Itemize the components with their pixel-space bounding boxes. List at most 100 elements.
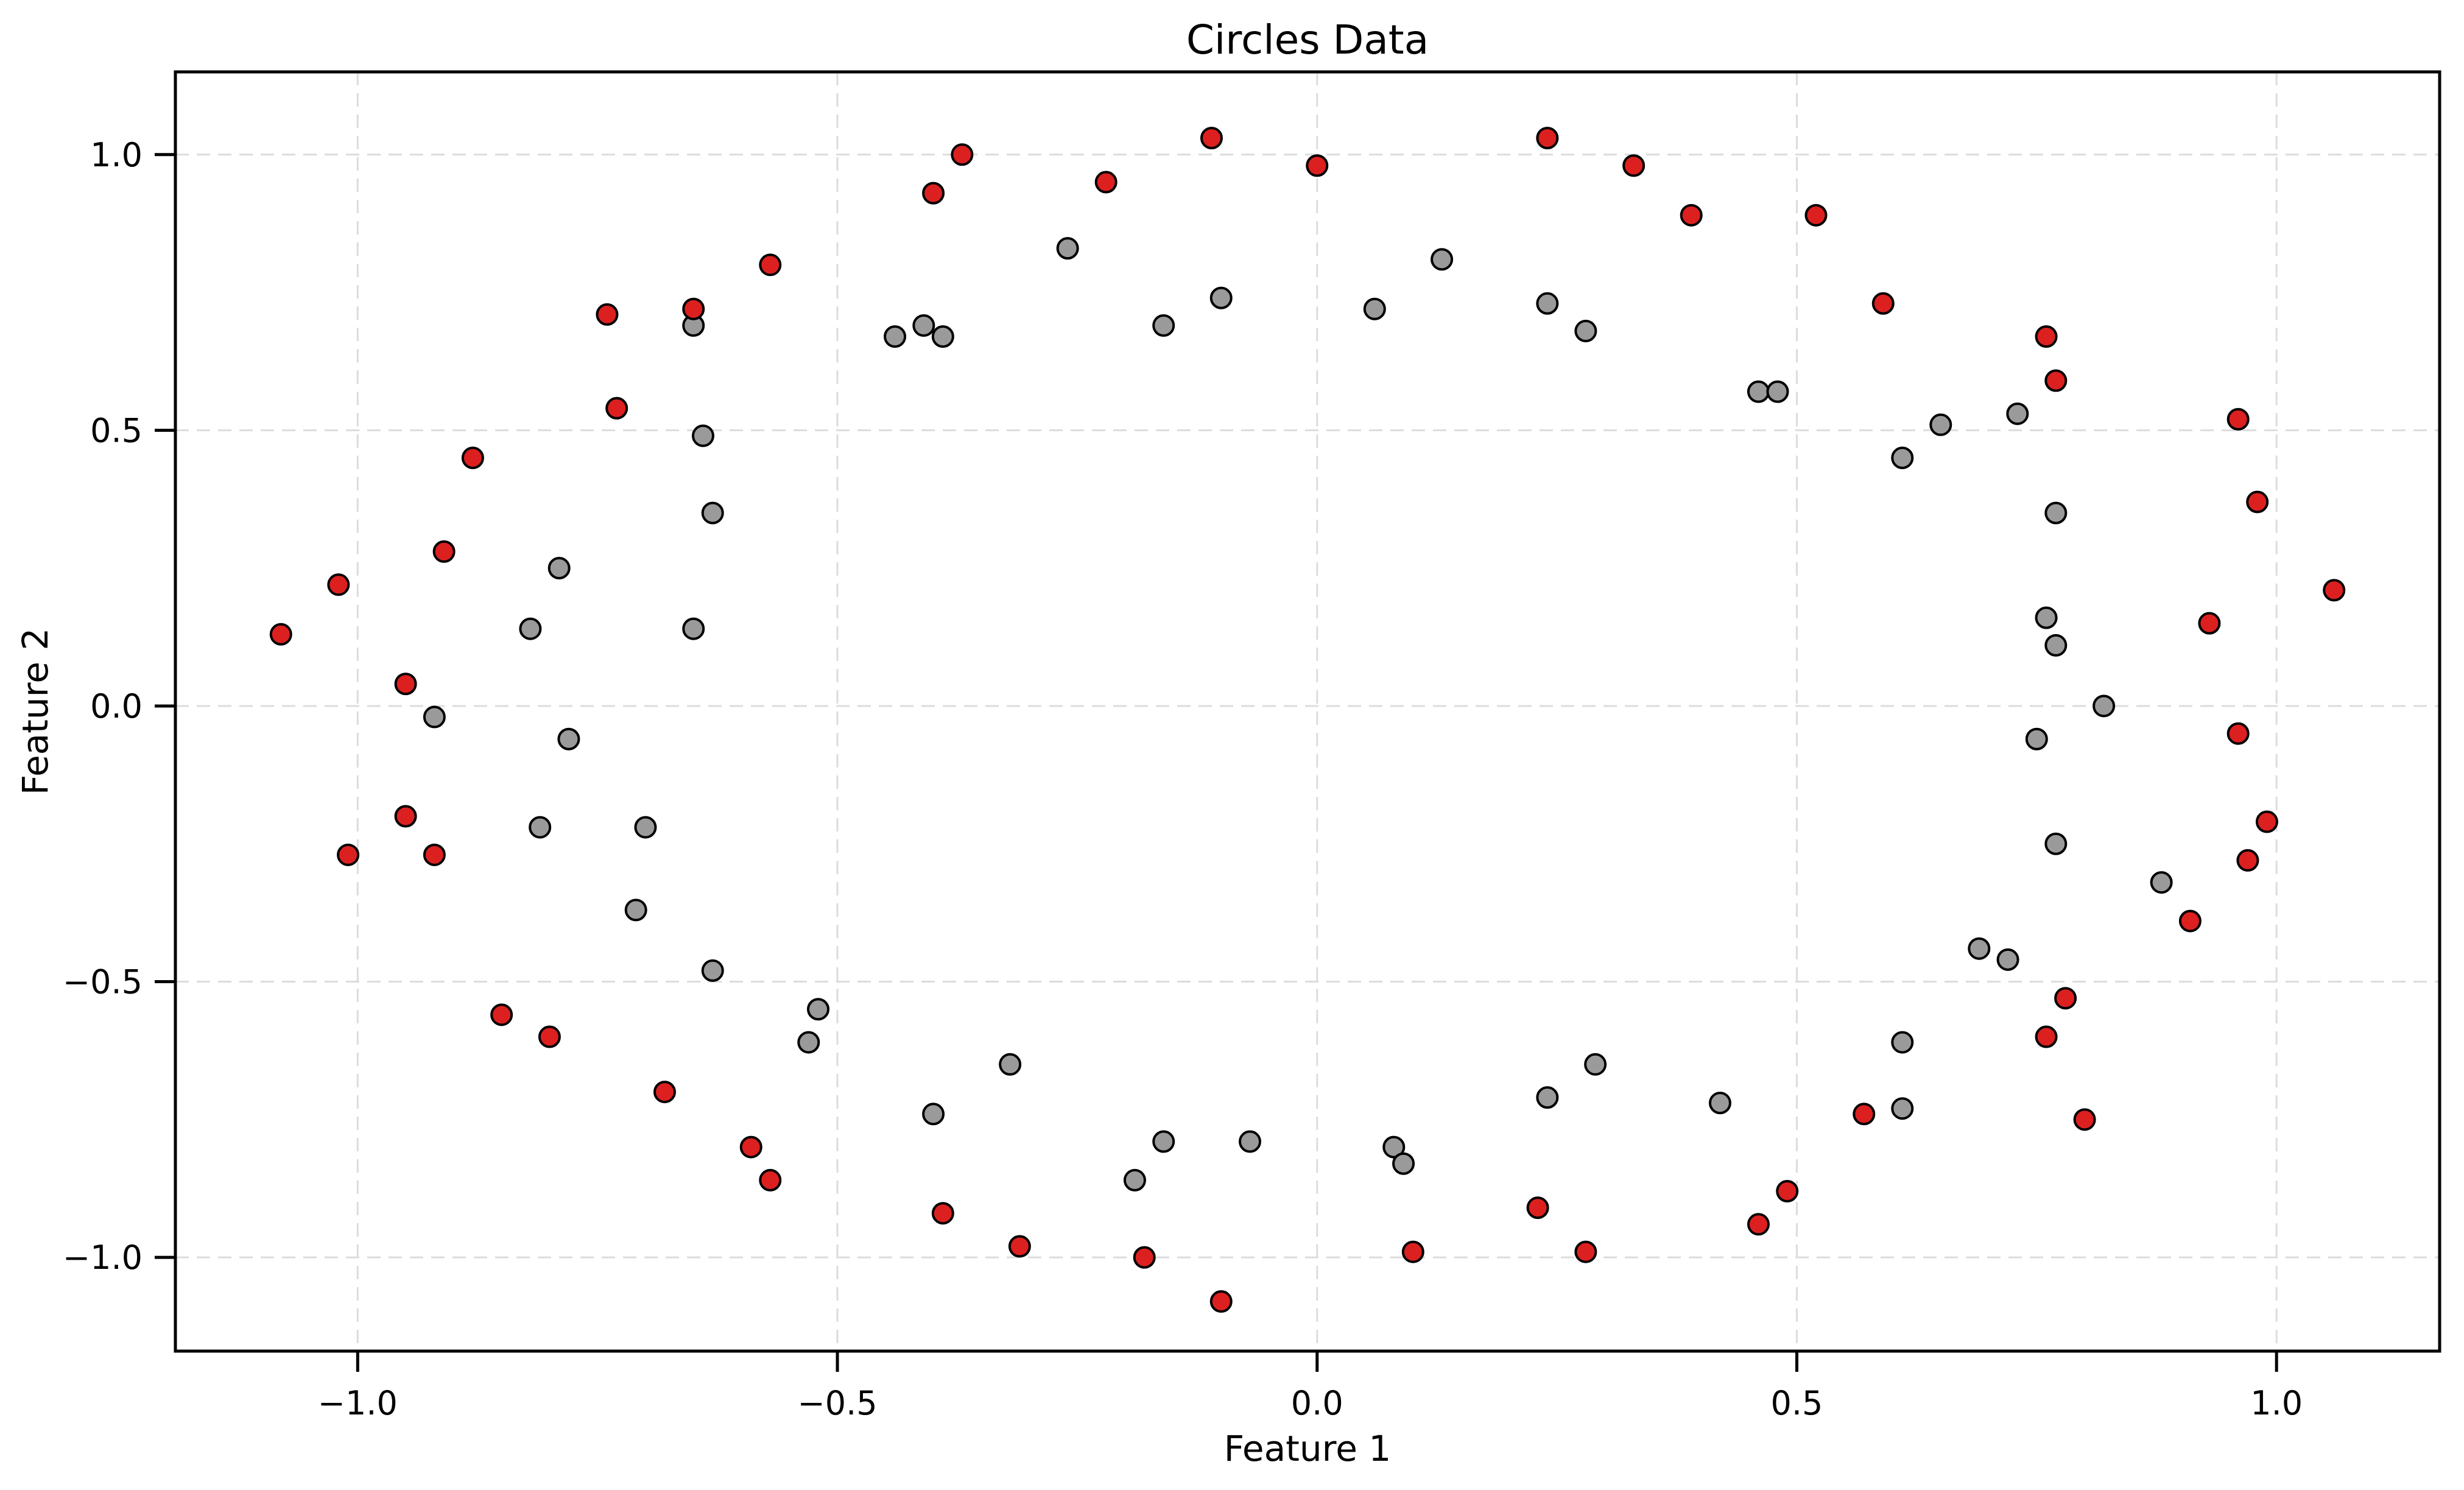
data-point-outer-circle-class <box>759 1168 782 1192</box>
data-point-inner-circle-class <box>1392 1152 1415 1175</box>
data-point-outer-circle-class <box>490 1003 513 1026</box>
data-point-inner-circle-class <box>519 617 542 640</box>
data-point-inner-circle-class <box>2044 501 2068 524</box>
y-tick-label: −0.5 <box>63 963 143 1001</box>
data-point-inner-circle-class <box>1929 413 1952 436</box>
data-point-inner-circle-class <box>634 816 657 839</box>
data-point-inner-circle-class <box>912 314 935 337</box>
data-point-outer-circle-class <box>1574 1240 1597 1263</box>
data-point-outer-circle-class <box>2035 1025 2058 1048</box>
data-point-outer-circle-class <box>1401 1240 1424 1263</box>
data-point-outer-circle-class <box>432 540 456 563</box>
data-point-inner-circle-class <box>1536 292 1559 315</box>
data-point-outer-circle-class <box>1871 292 1895 315</box>
data-point-inner-circle-class <box>529 816 552 839</box>
data-point-inner-circle-class <box>1209 286 1233 309</box>
data-point-outer-circle-class <box>2054 987 2077 1010</box>
y-axis-label: Feature 2 <box>15 628 56 796</box>
data-point-inner-circle-class <box>1238 1130 1261 1153</box>
data-point-inner-circle-class <box>1708 1092 1731 1115</box>
data-point-outer-circle-class <box>2236 849 2259 872</box>
data-point-outer-circle-class <box>1526 1196 1549 1220</box>
data-point-outer-circle-class <box>461 447 484 470</box>
data-point-outer-circle-class <box>2255 810 2278 833</box>
data-point-inner-circle-class <box>1382 1135 1406 1159</box>
y-tick-label: 0.0 <box>90 687 143 726</box>
data-point-outer-circle-class <box>2246 490 2269 514</box>
grid <box>175 72 2440 1351</box>
data-point-inner-circle-class <box>701 959 724 982</box>
data-point-outer-circle-class <box>2044 369 2068 392</box>
data-point-outer-circle-class <box>1306 154 1329 177</box>
data-point-outer-circle-class <box>1094 171 1118 194</box>
data-point-inner-circle-class <box>1766 380 1789 403</box>
y-tick-label: 1.0 <box>90 136 143 174</box>
data-point-inner-circle-class <box>1891 1031 1914 1054</box>
data-point-inner-circle-class <box>1996 948 2019 971</box>
data-point-inner-circle-class <box>2044 832 2068 855</box>
data-point-outer-circle-class <box>269 623 292 646</box>
data-point-outer-circle-class <box>1747 1213 1770 1236</box>
data-point-outer-circle-class <box>2073 1108 2096 1131</box>
data-point-inner-circle-class <box>1363 297 1386 320</box>
data-point-outer-circle-class <box>1853 1103 1876 1126</box>
data-point-outer-circle-class <box>1209 1290 1233 1313</box>
data-point-inner-circle-class <box>557 727 580 750</box>
data-point-inner-circle-class <box>2035 606 2058 629</box>
data-point-inner-circle-class <box>691 424 714 447</box>
data-point-outer-circle-class <box>605 397 628 420</box>
data-point-outer-circle-class <box>653 1081 676 1104</box>
data-point-outer-circle-class <box>739 1135 762 1159</box>
ticks <box>155 153 2278 1372</box>
data-point-inner-circle-class <box>1747 380 1770 403</box>
data-point-inner-circle-class <box>1891 1097 1914 1120</box>
axes-border <box>174 70 2441 1353</box>
data-point-inner-circle-class <box>1123 1168 1146 1192</box>
data-point-outer-circle-class <box>2323 579 2346 602</box>
y-tick-label: 0.5 <box>90 411 143 450</box>
data-point-inner-circle-class <box>2006 402 2029 425</box>
data-point-inner-circle-class <box>682 617 705 640</box>
data-point-inner-circle-class <box>922 1103 945 1126</box>
data-point-inner-circle-class <box>1431 248 1454 271</box>
data-point-inner-circle-class <box>1891 447 1914 470</box>
data-point-inner-circle-class <box>931 325 954 348</box>
data-point-inner-circle-class <box>2025 727 2048 750</box>
data-point-outer-circle-class <box>327 573 350 596</box>
data-point-inner-circle-class <box>1574 319 1597 342</box>
data-point-outer-circle-class <box>1008 1235 1031 1258</box>
data-point-inner-circle-class <box>1152 314 1175 337</box>
data-point-outer-circle-class <box>1776 1180 1799 1202</box>
x-tick-label: 0.0 <box>1291 1384 1343 1422</box>
data-point-outer-circle-class <box>538 1025 561 1048</box>
data-point-inner-circle-class <box>1584 1053 1607 1076</box>
y-tick-label: −1.0 <box>63 1238 143 1277</box>
data-point-inner-circle-class <box>1056 237 1079 260</box>
data-point-outer-circle-class <box>1680 203 1703 227</box>
data-point-outer-circle-class <box>596 303 619 326</box>
x-tick-label: −0.5 <box>797 1384 877 1422</box>
x-axis-label: Feature 1 <box>1224 1428 1392 1469</box>
data-point-inner-circle-class <box>2044 634 2068 657</box>
data-point-outer-circle-class <box>1804 203 1828 227</box>
data-point-outer-circle-class <box>1133 1246 1156 1269</box>
data-point-outer-circle-class <box>951 143 974 166</box>
data-point-outer-circle-class <box>2198 612 2221 635</box>
data-point-inner-circle-class <box>884 325 907 348</box>
data-point-outer-circle-class <box>1622 154 1646 177</box>
data-point-inner-circle-class <box>423 705 446 729</box>
data-points <box>269 127 2346 1313</box>
data-point-inner-circle-class <box>1536 1086 1559 1109</box>
data-point-outer-circle-class <box>1536 127 1559 150</box>
data-point-inner-circle-class <box>547 557 571 580</box>
x-tick-label: 0.5 <box>1771 1384 1823 1422</box>
data-point-outer-circle-class <box>394 673 417 696</box>
data-point-outer-circle-class <box>2178 909 2202 933</box>
x-tick-label: 1.0 <box>2250 1384 2303 1422</box>
data-point-inner-circle-class <box>797 1031 820 1054</box>
data-point-inner-circle-class <box>2150 871 2173 894</box>
data-point-inner-circle-class <box>2093 694 2116 718</box>
data-point-inner-circle-class <box>1968 937 1991 960</box>
